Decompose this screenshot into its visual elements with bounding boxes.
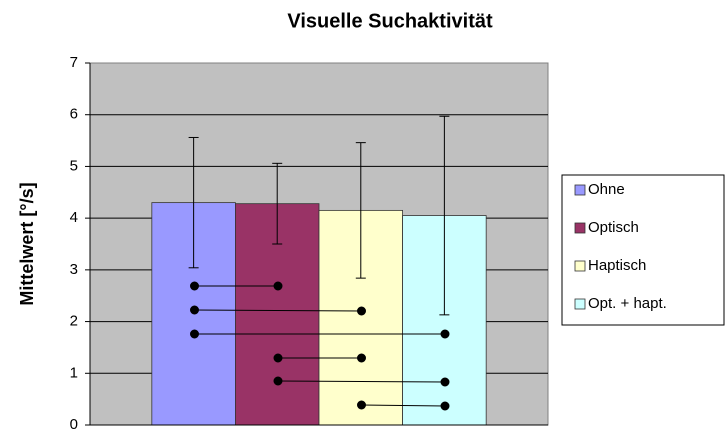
- marks: 0 1 2 3 4 5 6 7: [70, 54, 548, 430]
- legend-swatch: [574, 260, 586, 272]
- y-tick-label: 1: [70, 364, 78, 381]
- dot: [357, 306, 366, 316]
- connector: [361, 404, 446, 407]
- y-tick-label: 7: [70, 54, 78, 71]
- connector: [194, 309, 362, 312]
- legend-swatch: [574, 298, 586, 310]
- legend-label: Optisch: [588, 219, 639, 236]
- y-tick-label: 2: [70, 313, 78, 330]
- legend-label: Haptisch: [588, 257, 646, 274]
- y-tick-label: 4: [70, 209, 78, 226]
- legend-swatch: [574, 184, 586, 196]
- significance-connectors: [190, 281, 450, 411]
- y-tick-label: 3: [70, 261, 78, 278]
- dot: [357, 353, 366, 363]
- dot: [273, 281, 283, 291]
- dot: [190, 329, 199, 339]
- dot: [273, 353, 283, 363]
- dot: [440, 377, 450, 387]
- legend-label: Opt. + hapt.: [588, 295, 667, 312]
- chart-title: Visuelle Suchaktivität: [287, 10, 493, 32]
- connector: [277, 380, 446, 383]
- dot: [357, 400, 366, 410]
- y-tick-label: 6: [70, 106, 78, 123]
- y-tick-label: 0: [70, 416, 78, 430]
- dot: [190, 305, 199, 315]
- dot: [440, 401, 450, 411]
- y-axis-label: Mittelwert [°/s]: [17, 182, 37, 305]
- dot: [273, 376, 283, 386]
- dot: [440, 329, 450, 339]
- y-tick-label: 5: [70, 157, 78, 174]
- legend-label: Ohne: [588, 181, 625, 198]
- legend-swatch: [574, 222, 586, 234]
- dot: [190, 281, 199, 291]
- legend-box: [561, 174, 725, 326]
